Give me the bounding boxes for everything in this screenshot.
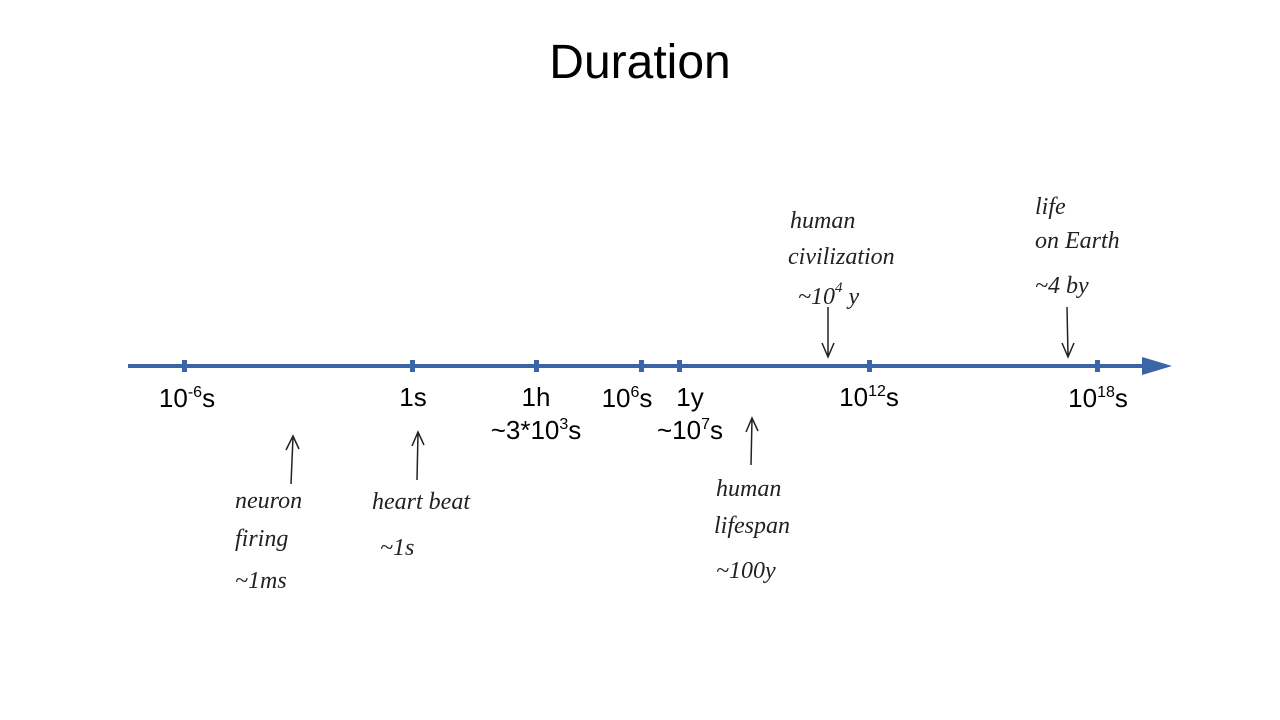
exponent: 18 — [1097, 384, 1115, 401]
arrow — [1061, 306, 1075, 359]
note-line: ~4 by — [1035, 273, 1089, 299]
tick-mark — [867, 360, 872, 372]
annotation: human lifespan ~100y — [714, 416, 790, 584]
tick-mark — [182, 360, 187, 372]
base: ~3*10 — [491, 415, 560, 445]
note-line: life — [1035, 194, 1066, 220]
tick-mark — [1095, 360, 1100, 372]
unit: s — [568, 415, 581, 445]
arrow — [285, 434, 300, 485]
arrow — [821, 307, 835, 359]
unit: s — [886, 382, 899, 412]
note-value: ~104 y — [798, 280, 859, 310]
annotation: heart beat ~1s — [372, 430, 471, 561]
tick-note: ~3*103s — [491, 415, 582, 445]
note-line: firing — [235, 526, 288, 552]
note-line: ~1s — [380, 535, 414, 561]
tick-mark — [534, 360, 539, 372]
annotation: human civilization ~104 y — [788, 208, 895, 359]
note-line: human — [716, 476, 781, 502]
unit: s — [710, 415, 723, 445]
annotation: neuron firing ~1ms — [235, 434, 302, 594]
tick-mark — [677, 360, 682, 372]
exponent: 4 — [835, 280, 843, 296]
note-line: lifespan — [714, 513, 790, 539]
tick-label: 10-6s — [159, 383, 215, 413]
exponent: -6 — [188, 384, 202, 401]
tick-label: 106s — [602, 383, 653, 413]
base: 10 — [839, 382, 868, 412]
note-line: human — [790, 208, 855, 234]
base: ~10 — [657, 415, 701, 445]
note-line: on Earth — [1035, 228, 1120, 254]
base: 10 — [159, 383, 188, 413]
exponent: 12 — [868, 383, 886, 400]
note-line: ~1ms — [235, 568, 287, 594]
unit: s — [639, 383, 652, 413]
note-line: neuron — [235, 488, 302, 514]
note-line: ~100y — [716, 558, 776, 584]
base: 10 — [1068, 383, 1097, 413]
note-line: civilization — [788, 244, 895, 270]
tick-label: 1012s — [839, 382, 899, 412]
note-line: heart beat — [372, 489, 471, 515]
unit: s — [1115, 383, 1128, 413]
unit: y — [842, 284, 859, 310]
axis-arrowhead — [1142, 357, 1172, 375]
unit: s — [202, 383, 215, 413]
exponent: 6 — [631, 384, 640, 401]
tick-label: 1y — [676, 382, 703, 412]
tick-label: 1018s — [1068, 383, 1128, 413]
tick-note: ~107s — [657, 415, 723, 445]
tick-mark — [639, 360, 644, 372]
tick-label: 1h — [522, 382, 551, 412]
exponent: 3 — [559, 416, 568, 433]
arrow — [745, 416, 759, 466]
base: ~10 — [798, 284, 835, 310]
tick-mark — [410, 360, 415, 372]
annotation: life on Earth ~4 by — [1035, 194, 1120, 359]
exponent: 7 — [701, 416, 710, 433]
tick-marks — [182, 360, 1100, 372]
base: 10 — [602, 383, 631, 413]
arrow — [411, 430, 425, 481]
title: Duration — [549, 36, 730, 89]
tick-label: 1s — [399, 382, 426, 412]
